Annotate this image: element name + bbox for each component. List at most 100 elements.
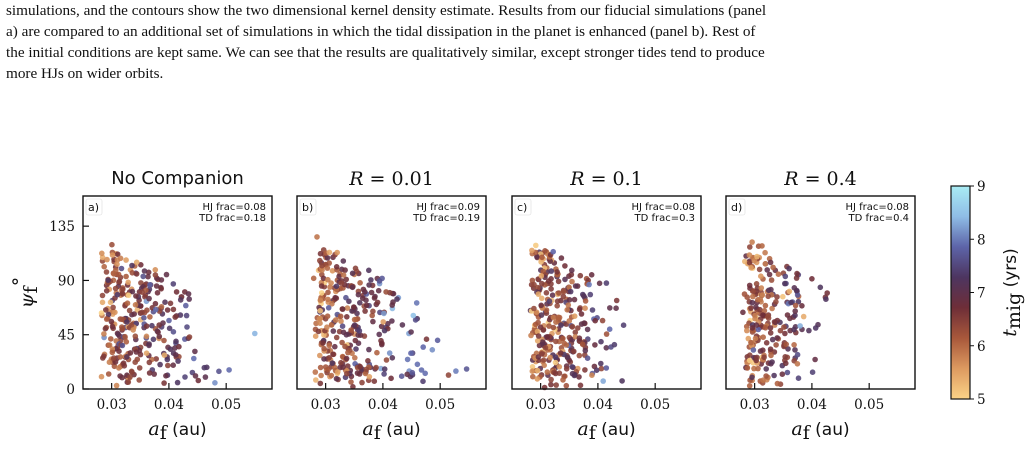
data-point bbox=[531, 305, 537, 312]
x-tick-label: 0.03 bbox=[311, 397, 341, 413]
data-point bbox=[584, 326, 591, 333]
data-point bbox=[535, 284, 541, 291]
data-point bbox=[398, 373, 405, 380]
data-point bbox=[572, 283, 579, 289]
data-point bbox=[133, 271, 140, 277]
data-point bbox=[166, 325, 173, 332]
data-point bbox=[122, 333, 128, 340]
data-point bbox=[158, 304, 165, 310]
data-point bbox=[362, 289, 368, 295]
data-point bbox=[173, 352, 179, 358]
data-point bbox=[777, 327, 784, 334]
data-point bbox=[791, 326, 797, 333]
data-point bbox=[352, 355, 358, 361]
data-point bbox=[117, 255, 124, 262]
x-tick-label: 0.04 bbox=[154, 397, 184, 413]
data-point bbox=[784, 369, 791, 376]
data-point bbox=[566, 284, 572, 291]
data-point bbox=[795, 375, 802, 382]
data-point bbox=[569, 278, 575, 285]
data-point bbox=[529, 364, 536, 370]
data-point bbox=[599, 317, 606, 324]
data-point bbox=[343, 355, 350, 362]
data-point bbox=[338, 280, 345, 286]
data-point bbox=[546, 298, 553, 305]
data-point bbox=[794, 292, 801, 298]
data-point bbox=[174, 379, 181, 386]
data-point bbox=[759, 292, 766, 298]
data-point bbox=[153, 283, 160, 289]
panel-title: No Companion bbox=[111, 168, 244, 189]
data-point bbox=[754, 354, 760, 361]
data-point bbox=[383, 357, 390, 363]
data-point bbox=[564, 354, 571, 361]
data-point bbox=[563, 366, 570, 372]
data-point bbox=[550, 314, 557, 321]
data-point bbox=[753, 322, 760, 328]
data-point bbox=[588, 272, 595, 278]
data-point bbox=[783, 360, 789, 367]
data-point bbox=[101, 263, 107, 270]
data-point bbox=[554, 269, 560, 275]
y-axis-label: ψf° bbox=[9, 277, 42, 308]
data-point bbox=[366, 267, 372, 274]
data-point bbox=[762, 249, 768, 256]
panel-title-symbol: R bbox=[348, 168, 363, 190]
data-point bbox=[404, 356, 411, 363]
data-point bbox=[569, 324, 576, 330]
data-point bbox=[132, 359, 138, 366]
data-point bbox=[548, 268, 555, 274]
data-point bbox=[147, 314, 153, 320]
data-point bbox=[566, 297, 573, 303]
data-point bbox=[330, 351, 336, 358]
data-point bbox=[324, 255, 331, 261]
data-point bbox=[429, 347, 436, 353]
data-point bbox=[592, 342, 598, 348]
data-point bbox=[379, 340, 385, 347]
annotation-box bbox=[412, 199, 483, 226]
data-point bbox=[558, 255, 565, 261]
annotation-box bbox=[627, 199, 698, 226]
data-point bbox=[555, 278, 562, 285]
data-point bbox=[412, 317, 419, 323]
panel-b: R = 0.01 0.03 0.04 0.05 af (au) b) HJ frac=0.0… bbox=[296, 168, 487, 444]
data-point bbox=[562, 276, 568, 283]
data-point bbox=[582, 298, 589, 304]
data-point bbox=[533, 242, 539, 249]
data-point bbox=[786, 265, 792, 272]
data-point bbox=[170, 306, 177, 313]
data-point bbox=[817, 284, 824, 291]
data-point bbox=[548, 381, 554, 388]
data-point bbox=[344, 305, 351, 311]
data-point bbox=[352, 337, 359, 344]
data-point bbox=[531, 281, 537, 288]
data-point bbox=[557, 350, 564, 356]
data-point bbox=[374, 349, 380, 356]
annotation-text: HJ frac=0.08 bbox=[202, 202, 266, 213]
data-point bbox=[132, 333, 139, 340]
x-tick-label: 0.04 bbox=[583, 397, 613, 413]
data-point bbox=[186, 334, 193, 340]
data-point bbox=[553, 382, 559, 388]
data-point bbox=[751, 258, 758, 264]
data-point bbox=[350, 384, 356, 390]
data-point bbox=[783, 341, 789, 348]
data-point bbox=[399, 322, 406, 328]
data-point bbox=[324, 313, 331, 320]
data-point bbox=[158, 277, 165, 283]
data-point bbox=[749, 239, 755, 245]
data-point bbox=[378, 323, 385, 330]
data-point bbox=[547, 354, 553, 361]
data-point bbox=[759, 243, 765, 249]
data-point bbox=[371, 378, 378, 385]
data-point bbox=[112, 309, 118, 316]
data-point bbox=[133, 293, 139, 299]
data-point bbox=[117, 354, 124, 360]
data-point bbox=[321, 345, 327, 352]
colorbar: 5 6 7 8 9 tmig (yrs) bbox=[950, 179, 1025, 408]
data-point bbox=[120, 360, 127, 367]
data-point bbox=[792, 302, 799, 309]
data-point bbox=[584, 355, 591, 362]
figure-caption: simulations, and the contours show the t… bbox=[6, 0, 1030, 84]
data-point bbox=[528, 332, 534, 339]
